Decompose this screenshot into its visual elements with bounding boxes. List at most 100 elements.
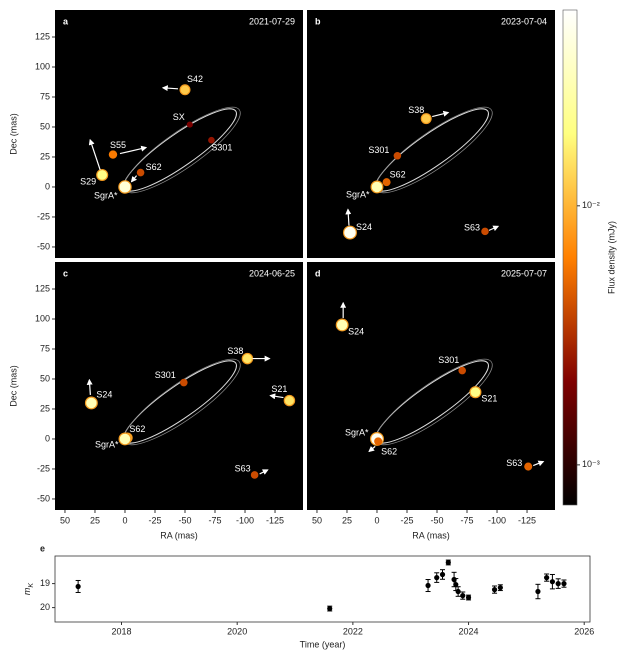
data-point bbox=[327, 605, 333, 612]
source-label: SgrA* bbox=[345, 427, 369, 437]
colorbar bbox=[562, 9, 578, 506]
x-tick-label: -125 bbox=[518, 515, 536, 525]
source-label: S63 bbox=[464, 223, 480, 233]
y-tick-label: 75 bbox=[40, 343, 50, 353]
y-tick-label: -50 bbox=[37, 493, 50, 503]
source bbox=[96, 168, 109, 182]
source-label: S24 bbox=[356, 222, 372, 232]
x-axis-label: RA (mas) bbox=[412, 530, 450, 540]
data-point bbox=[445, 559, 451, 566]
data-point bbox=[425, 582, 431, 589]
y-tick-label: 19 bbox=[40, 578, 50, 588]
source-label: S24 bbox=[348, 326, 364, 336]
motion-arrow bbox=[161, 85, 179, 92]
source bbox=[420, 113, 432, 125]
source-label: S21 bbox=[271, 384, 287, 394]
x-tick-label: 2018 bbox=[111, 626, 131, 636]
panel: b 2023-07-04 S38 S301 S62 SgrA* S24 S63 bbox=[315, 16, 547, 240]
data-point bbox=[561, 581, 567, 587]
source-label: S301 bbox=[211, 143, 232, 153]
data-point bbox=[439, 571, 446, 578]
motion-arrow bbox=[533, 460, 545, 467]
y-axis-label-main: m bbox=[22, 587, 32, 595]
x-tick-label: 50 bbox=[60, 515, 70, 525]
source bbox=[208, 136, 215, 144]
source-label: S62 bbox=[390, 170, 406, 180]
y-tick-label: 50 bbox=[40, 373, 50, 383]
motion-arrow bbox=[119, 145, 148, 155]
x-tick-label: -25 bbox=[148, 515, 161, 525]
source bbox=[179, 84, 191, 96]
y-tick-label: -25 bbox=[37, 211, 50, 221]
panel-background bbox=[55, 10, 303, 258]
y-axis-label: Dec (mas) bbox=[8, 365, 18, 407]
motion-arrow bbox=[488, 225, 500, 232]
y-tick-label: 25 bbox=[40, 151, 50, 161]
source bbox=[84, 396, 98, 410]
data-point bbox=[465, 594, 472, 601]
colorbar-tick-label: 10⁻³ bbox=[582, 459, 600, 469]
x-tick-label: 2020 bbox=[227, 626, 247, 636]
y-tick-label: 50 bbox=[40, 121, 50, 131]
panel: d 2025-07-07 S24 S301 S21 SgrA* S62 S63 bbox=[315, 268, 547, 471]
x-tick-label: 50 bbox=[312, 515, 322, 525]
source-label: SgrA* bbox=[95, 439, 119, 449]
x-tick-label: -75 bbox=[209, 515, 222, 525]
source bbox=[108, 150, 118, 159]
data-point bbox=[434, 575, 440, 581]
data-point bbox=[75, 583, 81, 590]
panel-letter: a bbox=[63, 16, 69, 26]
y-axis-label: Dec (mas) bbox=[8, 113, 18, 155]
x-tick-label: 25 bbox=[342, 515, 352, 525]
y-tick-label: 0 bbox=[45, 181, 50, 191]
source-label: S62 bbox=[129, 424, 145, 434]
panel-letter: c bbox=[63, 268, 68, 278]
x-tick-label: 2022 bbox=[343, 626, 363, 636]
source-label: S21 bbox=[481, 394, 497, 404]
panel-background bbox=[307, 262, 555, 510]
source bbox=[524, 462, 533, 471]
source bbox=[283, 394, 296, 407]
source bbox=[458, 366, 466, 375]
motion-arrow bbox=[269, 393, 284, 400]
panel-letter: d bbox=[315, 268, 321, 278]
y-tick-label: -25 bbox=[37, 463, 50, 473]
source bbox=[343, 225, 357, 240]
source-label: SX bbox=[173, 112, 185, 122]
x-tick-label: -25 bbox=[400, 515, 413, 525]
source-label: S38 bbox=[227, 346, 243, 356]
source-label: SgrA* bbox=[94, 190, 118, 200]
data-point bbox=[460, 593, 466, 599]
panel-date: 2025-07-07 bbox=[501, 268, 547, 278]
plot-frame bbox=[54, 555, 591, 623]
x-tick-label: 0 bbox=[122, 515, 127, 525]
source bbox=[136, 168, 145, 177]
motion-arrow bbox=[86, 378, 93, 396]
source bbox=[374, 437, 383, 446]
data-point bbox=[549, 579, 556, 585]
y-axis-label: mK bbox=[22, 583, 34, 596]
source bbox=[335, 318, 349, 332]
x-tick-label: -50 bbox=[178, 515, 191, 525]
source-label: S55 bbox=[110, 140, 126, 150]
source bbox=[370, 180, 384, 194]
source bbox=[118, 180, 132, 194]
source-label: S301 bbox=[155, 370, 176, 380]
data-point bbox=[491, 587, 498, 593]
x-tick-label: 2024 bbox=[459, 626, 479, 636]
data-point bbox=[497, 585, 503, 591]
x-tick-label: -125 bbox=[266, 515, 284, 525]
source bbox=[481, 227, 489, 236]
source bbox=[241, 352, 254, 365]
source-label: S63 bbox=[235, 463, 251, 473]
y-tick-label: 0 bbox=[45, 433, 50, 443]
data-point bbox=[535, 588, 541, 595]
data-point bbox=[453, 581, 459, 588]
x-tick-label: 2026 bbox=[574, 626, 594, 636]
source bbox=[393, 151, 402, 160]
y-axis-label-sub: K bbox=[28, 583, 35, 588]
x-axis-label: Time (year) bbox=[300, 639, 346, 649]
x-tick-label: -75 bbox=[461, 515, 474, 525]
source-label: SgrA* bbox=[346, 189, 370, 199]
source bbox=[180, 378, 188, 387]
